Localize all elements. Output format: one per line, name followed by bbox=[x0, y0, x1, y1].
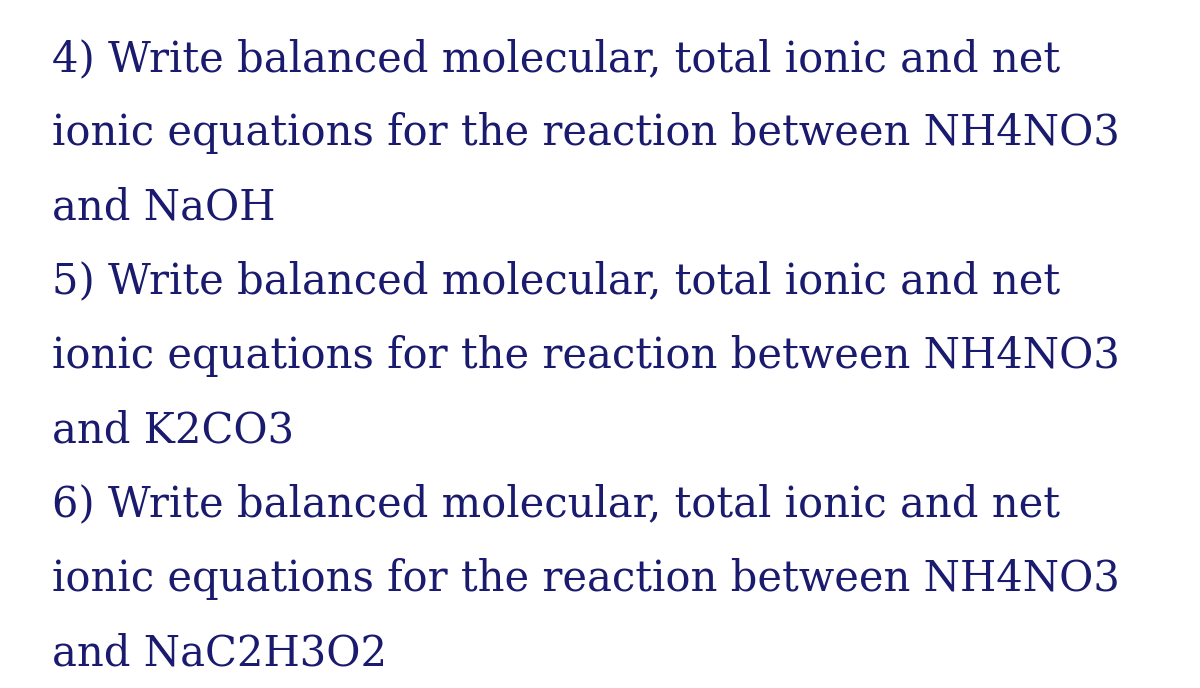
Text: and K2CO3: and K2CO3 bbox=[52, 409, 294, 451]
Text: 4) Write balanced molecular, total ionic and net: 4) Write balanced molecular, total ionic… bbox=[52, 38, 1060, 80]
Text: ionic equations for the reaction between NH4NO3: ionic equations for the reaction between… bbox=[52, 335, 1120, 377]
Text: ionic equations for the reaction between NH4NO3: ionic equations for the reaction between… bbox=[52, 558, 1120, 600]
Text: 5) Write balanced molecular, total ionic and net: 5) Write balanced molecular, total ionic… bbox=[52, 261, 1060, 303]
Text: and NaOH: and NaOH bbox=[52, 186, 275, 228]
Text: 6) Write balanced molecular, total ionic and net: 6) Write balanced molecular, total ionic… bbox=[52, 484, 1060, 526]
Text: and NaC2H3O2: and NaC2H3O2 bbox=[52, 632, 386, 674]
Text: ionic equations for the reaction between NH4NO3: ionic equations for the reaction between… bbox=[52, 112, 1120, 154]
